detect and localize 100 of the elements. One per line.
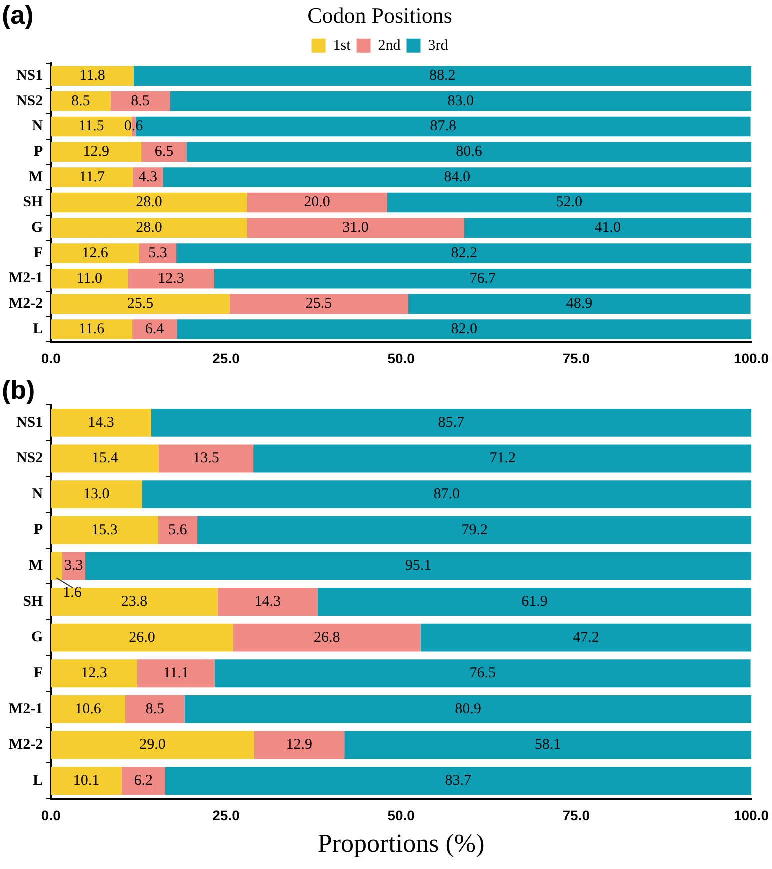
x-tick-label: 100.0 <box>734 807 770 824</box>
data-label: 10.6 <box>75 701 102 718</box>
data-label: 1.6 <box>63 585 82 602</box>
data-label: 58.1 <box>534 737 562 754</box>
data-label: 87.0 <box>434 486 460 502</box>
bar <box>51 767 122 796</box>
data-label: 4.3 <box>138 169 158 186</box>
data-label: 20.0 <box>304 194 330 211</box>
bar <box>51 516 158 544</box>
data-label: 14.3 <box>88 414 114 431</box>
data-label: 41.0 <box>594 220 622 236</box>
bar <box>184 695 752 724</box>
x-tick-label: 25.0 <box>212 807 240 824</box>
x-tick-label: 50.0 <box>388 350 416 366</box>
data-label: 28.0 <box>136 194 162 211</box>
y-tick-label: N <box>32 486 44 502</box>
data-label: 80.9 <box>455 701 482 718</box>
bar <box>51 218 248 238</box>
bar <box>165 767 752 796</box>
data-label: 87.8 <box>430 118 456 135</box>
bar <box>233 624 421 652</box>
data-label: 6.4 <box>145 321 165 338</box>
y-tick-label: G <box>31 220 44 236</box>
data-label: 26.8 <box>314 630 340 646</box>
y-tick-label: SH <box>23 194 44 211</box>
bar <box>51 294 230 314</box>
x-tick-label: 75.0 <box>562 350 590 366</box>
bar <box>151 408 752 437</box>
data-label: 11.7 <box>79 169 106 186</box>
legend-label: 2nd <box>378 38 402 54</box>
bar <box>464 218 752 238</box>
bar <box>51 731 254 760</box>
data-label: 11.6 <box>78 321 106 338</box>
bar <box>110 92 170 112</box>
data-label: 5.3 <box>148 245 168 262</box>
bar <box>51 244 140 264</box>
data-label: 8.5 <box>72 93 90 110</box>
y-tick-label: NS1 <box>16 68 44 84</box>
bar <box>51 168 134 188</box>
bar <box>230 294 408 314</box>
x-tick-label: 25.0 <box>212 350 240 366</box>
bar <box>254 444 752 473</box>
bar <box>177 320 752 340</box>
legend-label: 3rd <box>428 38 449 54</box>
x-tick-label: 0.0 <box>41 350 62 366</box>
y-tick-label: P <box>34 144 44 160</box>
y-tick-label: P <box>34 522 44 538</box>
data-label: 52.0 <box>556 194 583 211</box>
bar <box>85 552 752 580</box>
bar <box>198 516 752 544</box>
data-label: 95.1 <box>405 558 432 574</box>
bar <box>51 480 142 509</box>
y-tick-label: NS2 <box>16 450 44 467</box>
data-label: 13.0 <box>84 486 110 502</box>
data-label: 8.5 <box>131 93 150 110</box>
bar <box>51 320 132 340</box>
data-label: 12.9 <box>83 144 110 160</box>
data-label: 48.9 <box>566 296 593 312</box>
data-label: 80.6 <box>456 144 483 160</box>
bar <box>125 695 185 724</box>
bar <box>51 192 248 213</box>
y-tick-label: NS2 <box>16 93 44 110</box>
bar <box>132 320 178 340</box>
data-label: 15.4 <box>92 450 119 467</box>
data-label: 13.5 <box>193 450 220 467</box>
y-tick-label: M <box>28 169 44 186</box>
data-label: 11.0 <box>76 270 103 287</box>
data-label: 29.0 <box>140 737 166 754</box>
bar <box>387 192 752 213</box>
bar <box>420 624 752 652</box>
y-tick-label: N <box>32 118 44 135</box>
x-tick-label: 100.0 <box>734 350 770 366</box>
bar <box>187 142 752 162</box>
y-tick-label: SH <box>23 594 44 610</box>
bar <box>51 552 62 580</box>
data-label: 8.5 <box>146 701 165 718</box>
bar <box>51 268 128 289</box>
legend-label: 1st <box>333 38 352 54</box>
bar <box>51 142 142 162</box>
x-tick-label: 75.0 <box>562 807 590 824</box>
x-tick-label: 50.0 <box>388 807 416 824</box>
y-tick-label: M2-1 <box>8 701 44 718</box>
text: (b) <box>2 375 36 406</box>
y-tick-label: F <box>34 245 44 262</box>
chart-title: Codon Positions <box>308 2 452 28</box>
y-tick-label: G <box>31 630 44 646</box>
data-label: 82.2 <box>451 245 478 262</box>
bar <box>51 92 111 112</box>
data-label: 79.2 <box>462 522 488 538</box>
bar <box>134 66 752 86</box>
bar <box>318 588 752 616</box>
data-label: 3.3 <box>64 558 84 574</box>
y-tick-label: M2-2 <box>8 296 44 312</box>
bar <box>247 218 464 238</box>
bar <box>163 168 752 188</box>
data-label: 14.3 <box>254 594 282 610</box>
data-label: 23.8 <box>121 594 148 610</box>
data-label: 11.8 <box>80 68 106 84</box>
data-label: 47.2 <box>573 630 600 646</box>
bar <box>51 444 160 473</box>
